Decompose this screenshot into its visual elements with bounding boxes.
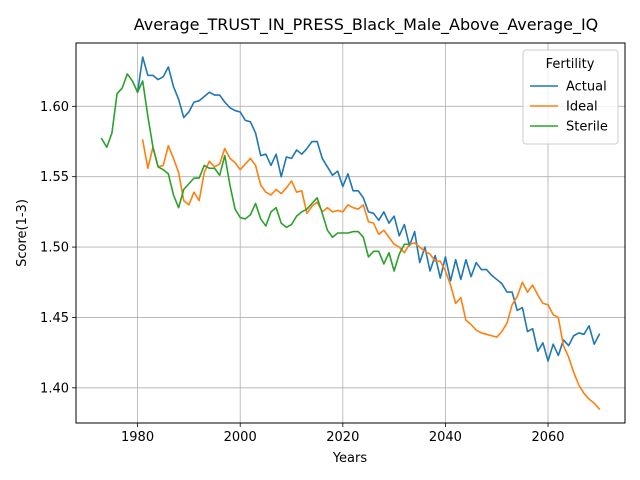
x-tick-label-0: 1980	[121, 430, 154, 445]
x-tick-label-1: 2000	[224, 430, 257, 445]
legend-box	[522, 49, 619, 145]
x-axis-label: Years	[332, 451, 368, 466]
x-tick-label-4: 2060	[531, 430, 564, 445]
legend: Fertility Actual Ideal Sterile	[522, 49, 619, 145]
plot-frame	[75, 42, 626, 424]
y-tick-label-1: 1.45	[40, 311, 69, 326]
y-tick-label-0: 1.40	[40, 381, 69, 396]
legend-title: Fertility	[546, 57, 595, 72]
x-tick-label-2: 2020	[326, 430, 359, 445]
series-line-actual	[136, 56, 601, 362]
legend-label-sterile: Sterile	[566, 120, 608, 135]
series-line-ideal	[141, 139, 601, 411]
x-axis: 1980 2000 2020 2040 2060	[121, 423, 565, 445]
y-axis-label: Score(1-3)	[15, 199, 30, 267]
series-line-sterile	[100, 73, 411, 272]
series-layer	[100, 56, 601, 411]
y-tick-label-2: 1.50	[40, 241, 69, 256]
y-tick-label-4: 1.60	[40, 100, 69, 115]
chart-title: Average_TRUST_IN_PRESS_Black_Male_Above_…	[134, 15, 599, 35]
y-tick-label-3: 1.55	[40, 170, 69, 185]
legend-label-ideal: Ideal	[566, 100, 598, 115]
y-axis: 1.40 1.45 1.50 1.55 1.60	[40, 100, 76, 396]
x-tick-label-3: 2040	[429, 430, 462, 445]
legend-label-actual: Actual	[566, 80, 607, 95]
